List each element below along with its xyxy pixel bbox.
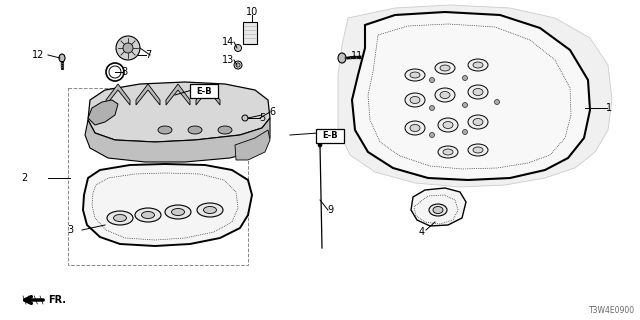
Ellipse shape bbox=[468, 115, 488, 129]
Text: 4: 4 bbox=[419, 227, 425, 237]
Ellipse shape bbox=[468, 59, 488, 71]
Ellipse shape bbox=[435, 88, 455, 102]
Circle shape bbox=[429, 106, 435, 110]
Polygon shape bbox=[166, 84, 190, 105]
Ellipse shape bbox=[410, 124, 420, 132]
Ellipse shape bbox=[438, 146, 458, 158]
Polygon shape bbox=[88, 100, 118, 125]
Ellipse shape bbox=[59, 54, 65, 62]
Ellipse shape bbox=[158, 126, 172, 134]
Ellipse shape bbox=[410, 72, 420, 78]
Circle shape bbox=[234, 44, 241, 52]
Ellipse shape bbox=[443, 149, 453, 155]
Ellipse shape bbox=[468, 85, 488, 99]
Ellipse shape bbox=[473, 147, 483, 153]
FancyBboxPatch shape bbox=[243, 22, 257, 44]
Polygon shape bbox=[235, 130, 270, 160]
Circle shape bbox=[123, 43, 133, 53]
Ellipse shape bbox=[405, 93, 425, 107]
Text: 3: 3 bbox=[67, 225, 73, 235]
Ellipse shape bbox=[410, 97, 420, 103]
Text: 14: 14 bbox=[222, 37, 234, 47]
Ellipse shape bbox=[165, 205, 191, 219]
Text: FR.: FR. bbox=[48, 295, 66, 305]
Ellipse shape bbox=[107, 211, 133, 225]
Ellipse shape bbox=[113, 214, 127, 221]
Ellipse shape bbox=[218, 126, 232, 134]
Ellipse shape bbox=[338, 53, 346, 63]
Text: 10: 10 bbox=[246, 7, 258, 17]
Polygon shape bbox=[136, 84, 160, 105]
Ellipse shape bbox=[440, 92, 450, 99]
Ellipse shape bbox=[473, 62, 483, 68]
Text: T3W4E0900: T3W4E0900 bbox=[589, 306, 635, 315]
Ellipse shape bbox=[473, 89, 483, 95]
FancyBboxPatch shape bbox=[316, 129, 344, 143]
Text: E-B: E-B bbox=[196, 86, 212, 95]
Ellipse shape bbox=[204, 206, 216, 213]
Polygon shape bbox=[411, 188, 466, 226]
Circle shape bbox=[429, 77, 435, 83]
Polygon shape bbox=[352, 12, 590, 180]
Text: 2: 2 bbox=[21, 173, 27, 183]
Ellipse shape bbox=[188, 126, 202, 134]
Circle shape bbox=[318, 143, 322, 147]
Text: 13: 13 bbox=[222, 55, 234, 65]
Circle shape bbox=[429, 132, 435, 138]
Polygon shape bbox=[106, 84, 130, 105]
Circle shape bbox=[495, 100, 499, 105]
Ellipse shape bbox=[438, 118, 458, 132]
Circle shape bbox=[234, 61, 242, 69]
Text: E-B: E-B bbox=[322, 132, 338, 140]
Ellipse shape bbox=[473, 118, 483, 125]
Ellipse shape bbox=[135, 208, 161, 222]
Ellipse shape bbox=[172, 209, 184, 215]
Ellipse shape bbox=[440, 65, 450, 71]
Ellipse shape bbox=[429, 204, 447, 216]
Text: 5: 5 bbox=[259, 113, 265, 123]
Polygon shape bbox=[338, 5, 612, 187]
Circle shape bbox=[463, 130, 467, 134]
Circle shape bbox=[242, 115, 248, 121]
Ellipse shape bbox=[141, 212, 154, 219]
Polygon shape bbox=[85, 118, 270, 162]
Ellipse shape bbox=[468, 144, 488, 156]
Circle shape bbox=[463, 102, 467, 108]
Ellipse shape bbox=[433, 206, 443, 213]
Text: 7: 7 bbox=[145, 50, 151, 60]
Text: 12: 12 bbox=[32, 50, 44, 60]
Polygon shape bbox=[88, 82, 270, 142]
Text: 9: 9 bbox=[327, 205, 333, 215]
Bar bbox=[68, 88, 248, 265]
Polygon shape bbox=[196, 84, 220, 105]
Circle shape bbox=[116, 36, 140, 60]
Ellipse shape bbox=[405, 121, 425, 135]
Polygon shape bbox=[83, 164, 252, 246]
Circle shape bbox=[463, 76, 467, 81]
Ellipse shape bbox=[197, 203, 223, 217]
Ellipse shape bbox=[435, 62, 455, 74]
Ellipse shape bbox=[443, 122, 453, 129]
Text: 6: 6 bbox=[269, 107, 275, 117]
Text: 11: 11 bbox=[351, 51, 363, 61]
Ellipse shape bbox=[405, 69, 425, 81]
Text: 8: 8 bbox=[121, 67, 127, 77]
Text: 1: 1 bbox=[606, 103, 612, 113]
FancyBboxPatch shape bbox=[190, 84, 218, 98]
